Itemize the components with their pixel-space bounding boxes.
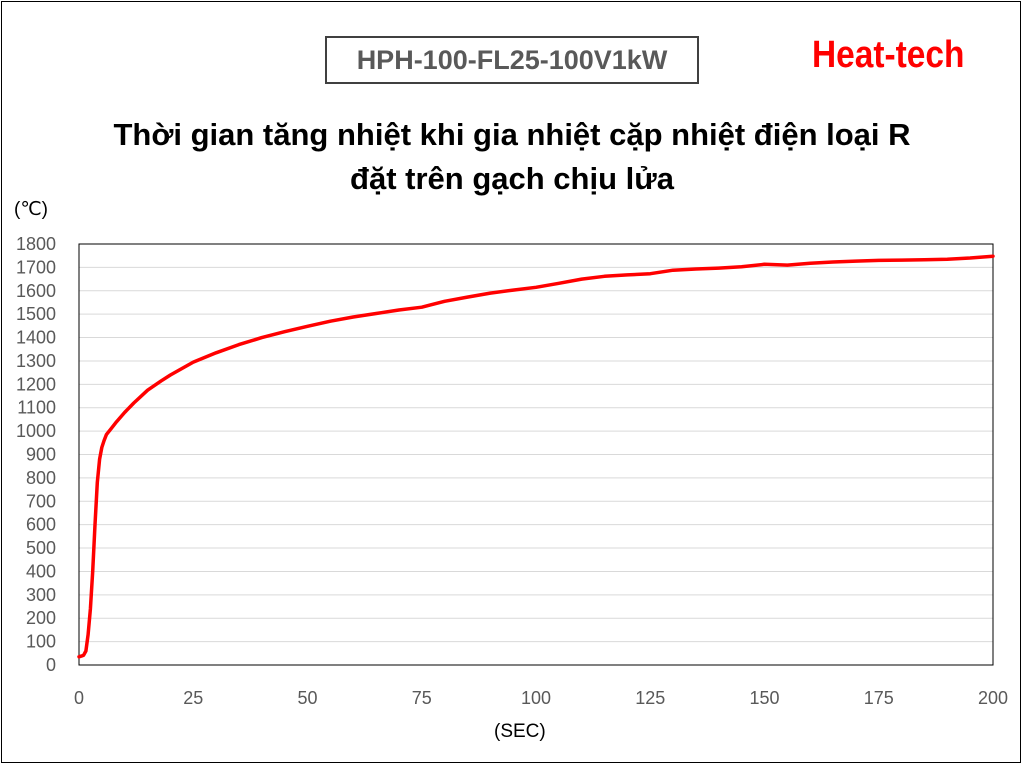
y-tick-300: 300 bbox=[26, 585, 56, 605]
y-tick-1200: 1200 bbox=[16, 374, 56, 394]
y-tick-900: 900 bbox=[26, 445, 56, 465]
x-tick-125: 125 bbox=[635, 688, 665, 708]
y-tick-400: 400 bbox=[26, 561, 56, 581]
y-tick-1500: 1500 bbox=[16, 304, 56, 324]
y-tick-100: 100 bbox=[26, 632, 56, 652]
y-tick-1300: 1300 bbox=[16, 351, 56, 371]
grid-lines bbox=[79, 266, 993, 643]
x-tick-labels: 0 25 50 75 100 125 150 175 200 bbox=[74, 688, 1008, 708]
y-tick-1800: 1800 bbox=[16, 234, 56, 254]
y-tick-1700: 1700 bbox=[16, 257, 56, 277]
y-tick-1100: 1100 bbox=[17, 398, 56, 418]
y-tick-0: 0 bbox=[46, 655, 56, 675]
y-tick-700: 700 bbox=[26, 491, 56, 511]
series-line-0 bbox=[77, 254, 995, 659]
y-tick-600: 600 bbox=[26, 515, 56, 535]
x-tick-75: 75 bbox=[412, 688, 432, 708]
chart-title-line-1: Thời gian tăng nhiệt khi gia nhiệt cặp n… bbox=[113, 117, 911, 152]
y-tick-800: 800 bbox=[26, 468, 56, 488]
series-group bbox=[77, 254, 995, 659]
y-tick-1600: 1600 bbox=[16, 281, 56, 301]
model-label: HPH-100-FL25-100V1kW bbox=[325, 36, 699, 84]
brand-logo: Heat-tech bbox=[812, 34, 965, 76]
plot-area-border bbox=[78, 243, 994, 666]
x-tick-25: 25 bbox=[183, 688, 203, 708]
chart-title-line-2: đặt trên gạch chịu lửa bbox=[350, 161, 674, 196]
x-axis-label: (SEC) bbox=[494, 721, 546, 742]
y-tick-labels: 0 100 200 300 400 500 600 700 800 900 1000 1100 1200… bbox=[16, 234, 56, 675]
x-tick-50: 50 bbox=[297, 688, 317, 708]
x-tick-100: 100 bbox=[521, 688, 551, 708]
y-tick-200: 200 bbox=[26, 608, 56, 628]
y-tick-1000: 1000 bbox=[16, 421, 56, 441]
y-tick-500: 500 bbox=[26, 538, 56, 558]
chart-title: Thời gian tăng nhiệt khi gia nhiệt cặp n… bbox=[0, 113, 1024, 201]
x-tick-0: 0 bbox=[74, 688, 84, 708]
x-tick-175: 175 bbox=[864, 688, 894, 708]
x-tick-200: 200 bbox=[978, 688, 1008, 708]
x-tick-150: 150 bbox=[749, 688, 779, 708]
y-tick-1400: 1400 bbox=[16, 328, 56, 348]
y-axis-label: (℃) bbox=[14, 199, 48, 220]
